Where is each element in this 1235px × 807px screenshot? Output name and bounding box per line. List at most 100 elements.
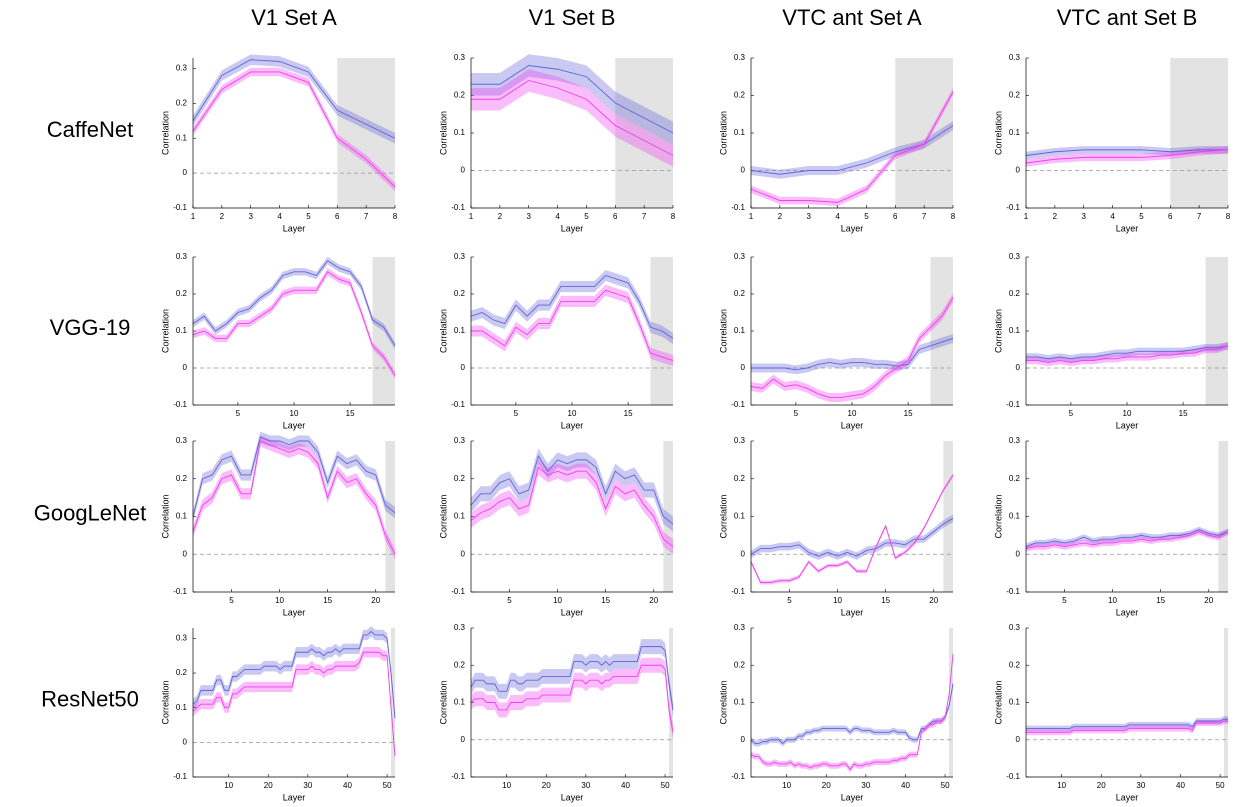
y-tick-label: 0.2 <box>176 474 188 483</box>
y-tick-label: 0.1 <box>734 698 746 707</box>
x-tick-label: 10 <box>502 781 511 790</box>
x-tick-label: 5 <box>794 409 799 418</box>
series-line <box>750 683 954 745</box>
series-line <box>1026 345 1229 363</box>
series-line <box>751 337 954 371</box>
x-tick-label: 2 <box>778 212 783 221</box>
error-band <box>1026 342 1228 367</box>
shaded-region <box>615 58 673 208</box>
y-tick-label: 0 <box>183 549 188 558</box>
y-axis-label: Correlation <box>438 111 448 155</box>
column-title: VTC ant Set A <box>782 5 922 30</box>
x-tick-label: 4 <box>277 212 282 221</box>
series-line <box>1026 718 1228 730</box>
x-tick-label: 40 <box>343 781 352 790</box>
x-tick-label: 50 <box>383 781 392 790</box>
error-band <box>1026 716 1228 732</box>
y-tick-label: -0.1 <box>1006 772 1020 781</box>
x-tick-label: 5 <box>1069 409 1074 418</box>
series-line <box>1025 529 1229 548</box>
x-tick-label: 30 <box>303 781 312 790</box>
error-band <box>1026 146 1228 160</box>
y-tick-label: 0.1 <box>454 128 466 137</box>
y-tick-label: 0.1 <box>1009 698 1021 707</box>
y-tick-label: 0 <box>741 549 746 558</box>
x-axis-label: Layer <box>561 223 584 233</box>
x-tick-label: 5 <box>1062 596 1067 605</box>
error-band <box>471 657 673 740</box>
error-band <box>471 639 673 718</box>
y-tick-label: 0.2 <box>734 91 746 100</box>
x-tick-label: 15 <box>1179 409 1188 418</box>
row-label: GoogLeNet <box>34 500 147 525</box>
series-line <box>470 646 674 711</box>
x-tick-label: 7 <box>922 212 927 221</box>
x-tick-label: 10 <box>553 596 562 605</box>
x-tick-label: 10 <box>290 409 299 418</box>
y-tick-label: 0.2 <box>454 91 466 100</box>
series-line <box>470 455 674 525</box>
shaded-region <box>943 441 953 592</box>
error-band <box>1026 526 1228 550</box>
x-tick-label: 10 <box>568 409 577 418</box>
x-axis-label: Layer <box>841 420 864 430</box>
error-band <box>751 514 953 560</box>
x-tick-label: 50 <box>1216 781 1225 790</box>
error-band <box>751 293 953 403</box>
row-label: ResNet50 <box>41 686 139 711</box>
column-title: V1 Set A <box>251 5 337 30</box>
error-band <box>1026 528 1228 552</box>
y-tick-label: 0.2 <box>176 668 188 677</box>
x-axis-label: Layer <box>1116 792 1139 802</box>
x-tick-label: 7 <box>364 212 369 221</box>
y-tick-label: 0.3 <box>734 252 746 261</box>
y-axis-label: Correlation <box>160 111 170 155</box>
x-tick-label: 30 <box>1136 781 1145 790</box>
y-tick-label: 0.3 <box>176 634 188 643</box>
row-label: VGG-19 <box>50 315 131 340</box>
y-tick-label: 0 <box>1016 166 1021 175</box>
x-tick-label: 15 <box>346 409 355 418</box>
x-tick-label: 10 <box>782 781 791 790</box>
y-tick-label: -0.1 <box>1006 400 1020 409</box>
y-axis-label: Correlation <box>160 309 170 353</box>
x-tick-label: 5 <box>229 596 234 605</box>
y-tick-label: 0.1 <box>176 703 188 712</box>
series-line <box>1025 531 1229 550</box>
y-tick-label: -0.1 <box>173 772 187 781</box>
x-tick-label: 15 <box>1156 596 1165 605</box>
x-tick-label: 1 <box>749 212 754 221</box>
x-tick-label: 2 <box>220 212 225 221</box>
series-line <box>1025 149 1229 164</box>
x-axis-label: Layer <box>283 607 306 617</box>
y-axis-label: Correlation <box>718 309 728 353</box>
x-tick-label: 15 <box>601 596 610 605</box>
series-line <box>1026 345 1229 360</box>
shaded-region <box>337 58 395 208</box>
y-tick-label: 0.1 <box>734 128 746 137</box>
x-tick-label: 15 <box>323 596 332 605</box>
x-tick-label: 8 <box>1226 212 1231 221</box>
x-tick-label: 15 <box>881 596 890 605</box>
x-tick-label: 5 <box>514 409 519 418</box>
y-tick-label: 0.1 <box>176 326 188 335</box>
y-tick-label: 0.3 <box>454 436 466 445</box>
series-line <box>192 630 396 719</box>
y-tick-label: 0.2 <box>1009 289 1021 298</box>
y-tick-label: 0.1 <box>176 512 188 521</box>
y-tick-label: 0 <box>1016 549 1021 558</box>
shaded-region <box>1205 257 1228 405</box>
series-line <box>750 297 954 399</box>
error-band <box>1026 718 1228 736</box>
y-tick-label: 0.3 <box>176 252 188 261</box>
x-tick-label: 20 <box>929 596 938 605</box>
y-tick-label: -0.1 <box>1006 203 1020 212</box>
y-tick-label: 0.2 <box>454 474 466 483</box>
x-tick-label: 40 <box>621 781 630 790</box>
y-axis-label: Correlation <box>718 111 728 155</box>
x-tick-label: 5 <box>507 596 512 605</box>
error-band <box>471 459 673 555</box>
x-tick-label: 6 <box>613 212 618 221</box>
x-tick-label: 5 <box>584 212 589 221</box>
y-axis-label: Correlation <box>993 309 1003 353</box>
